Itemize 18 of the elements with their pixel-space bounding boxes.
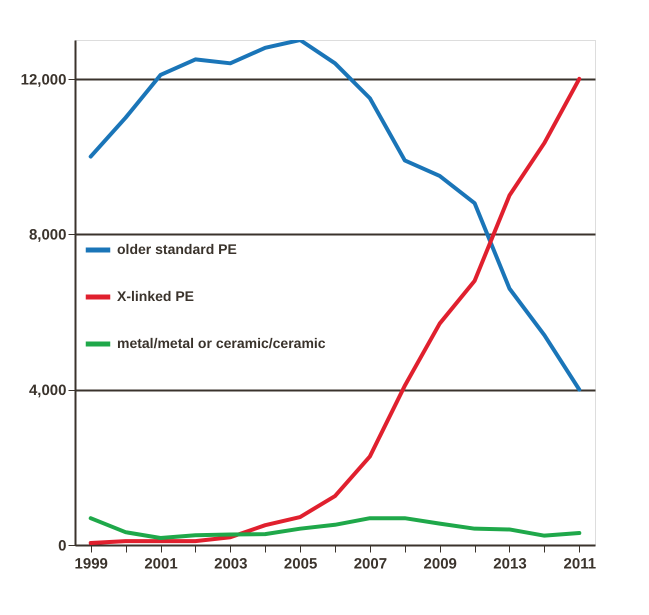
line-series xyxy=(88,516,582,540)
x-tick-label: 2001 xyxy=(144,556,178,572)
line-series xyxy=(88,76,582,545)
legend-label: metal/metal or ceramic/ceramic xyxy=(117,335,326,351)
x-tick-label: 2009 xyxy=(424,556,457,572)
y-tick-label: 0 xyxy=(58,538,66,554)
x-tick-label: 2007 xyxy=(354,556,388,572)
x-tick-label: 2013 xyxy=(493,556,527,572)
y-tick-label: 4,000 xyxy=(28,382,66,400)
y-tick-label: 12,000 xyxy=(20,71,66,88)
x-tick-label: 2003 xyxy=(214,556,248,572)
legend-label: X-linked PE xyxy=(117,288,194,304)
y-tick-label: 8,000 xyxy=(28,226,66,244)
x-tick-label: 1999 xyxy=(74,556,108,572)
legend-label: older standard PE xyxy=(117,241,237,257)
x-tick-label: 2005 xyxy=(284,556,318,572)
line-series xyxy=(88,40,582,392)
x-tick-label: 2011 xyxy=(564,556,596,572)
